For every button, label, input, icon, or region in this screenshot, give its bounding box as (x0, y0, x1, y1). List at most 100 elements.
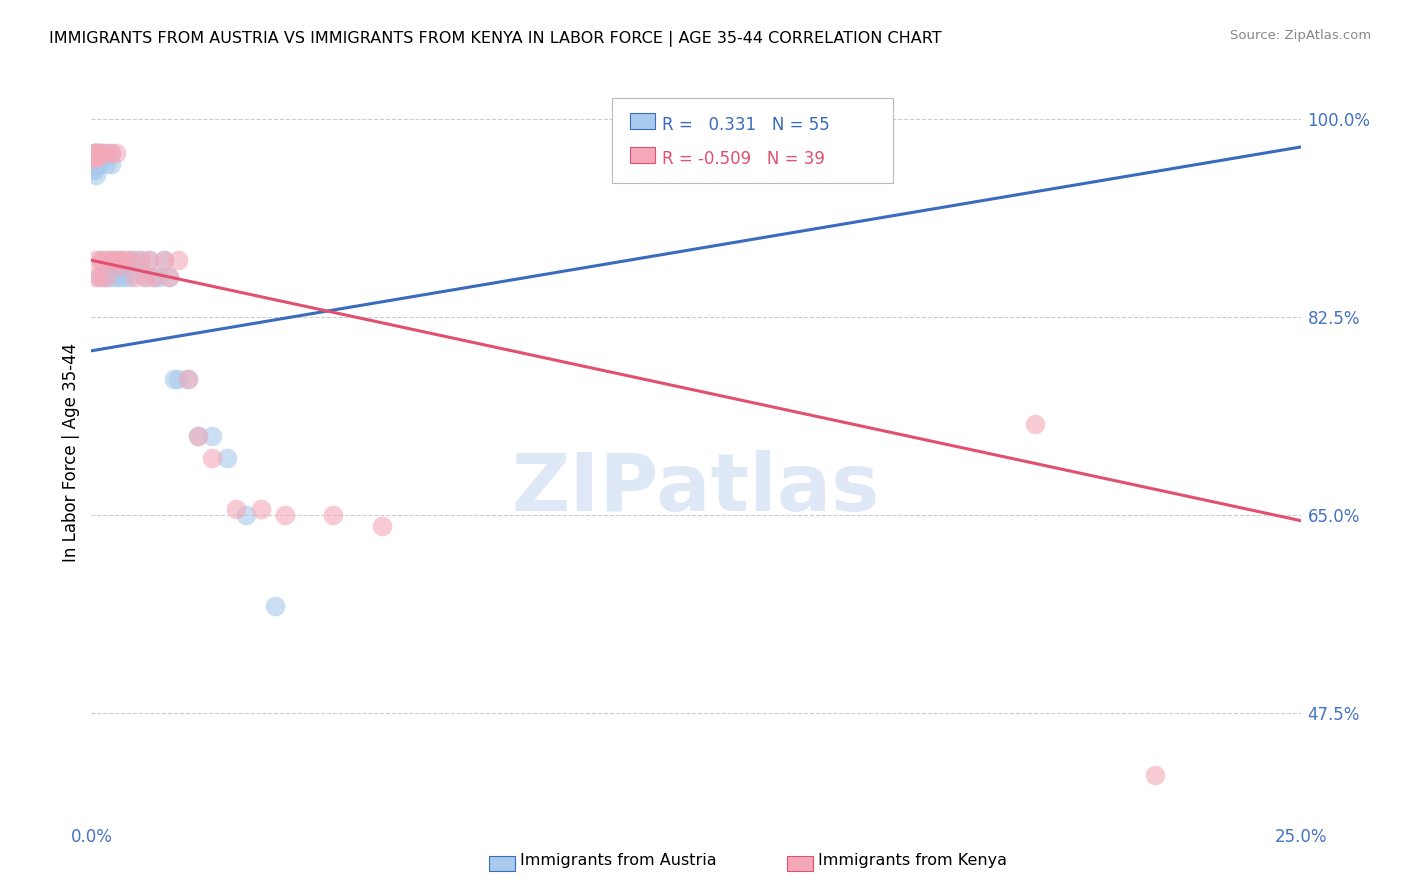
Point (94, 253, 117, 268)
Point (94, 145, 117, 160)
Point (84, 145, 107, 160)
Text: Source: ZipAtlas.com: Source: ZipAtlas.com (1230, 29, 1371, 42)
Point (94, 270, 117, 285)
Point (84, 169, 107, 183)
Point (84, 145, 107, 160)
Point (83, 157, 105, 171)
Point (153, 253, 176, 268)
Point (83, 162, 105, 177)
Point (110, 253, 132, 268)
Point (110, 253, 132, 268)
Point (120, 253, 142, 268)
Point (1144, 768, 1167, 782)
Point (84, 157, 107, 171)
Point (84, 145, 107, 160)
Point (110, 259, 132, 273)
Point (134, 270, 156, 285)
Point (84, 152, 107, 166)
Point (264, 599, 287, 613)
Point (128, 253, 150, 268)
Point (84, 145, 107, 160)
Point (167, 253, 190, 268)
Point (143, 270, 166, 285)
Point (134, 270, 156, 285)
Point (83, 145, 105, 160)
Point (162, 372, 184, 386)
Point (100, 145, 122, 160)
Point (110, 259, 132, 273)
Point (90, 253, 112, 268)
Point (104, 253, 127, 268)
Point (157, 270, 180, 285)
Point (94, 270, 117, 285)
Point (90, 145, 112, 160)
Point (90, 270, 112, 285)
Point (201, 428, 224, 442)
Point (84, 145, 107, 160)
Point (128, 253, 150, 268)
Point (120, 253, 142, 268)
Text: Immigrants from Kenya: Immigrants from Kenya (818, 854, 1007, 868)
Point (87, 157, 110, 171)
Point (83, 145, 105, 160)
Text: IMMIGRANTS FROM AUSTRIA VS IMMIGRANTS FROM KENYA IN LABOR FORCE | AGE 35-44 CORR: IMMIGRANTS FROM AUSTRIA VS IMMIGRANTS FR… (49, 31, 942, 47)
Point (249, 502, 271, 516)
Point (94, 157, 117, 171)
Point (201, 451, 224, 466)
Point (215, 451, 238, 466)
Point (177, 372, 200, 386)
Point (83, 162, 105, 177)
Text: R =   0.331   N = 55: R = 0.331 N = 55 (662, 116, 830, 134)
Point (94, 152, 117, 166)
Point (114, 270, 136, 285)
Point (87, 270, 110, 285)
Point (100, 145, 122, 160)
Point (322, 508, 344, 522)
Point (124, 253, 146, 268)
Point (114, 259, 136, 273)
Point (143, 270, 166, 285)
Point (177, 372, 200, 386)
Point (100, 253, 122, 268)
Point (104, 259, 127, 273)
Point (110, 270, 132, 285)
Point (90, 145, 112, 160)
Point (153, 253, 176, 268)
Point (782, 145, 804, 160)
Point (84, 152, 107, 166)
Point (148, 270, 170, 285)
Point (157, 270, 180, 285)
Text: R = -0.509   N = 39: R = -0.509 N = 39 (662, 150, 825, 168)
Point (370, 519, 392, 533)
Point (100, 270, 122, 285)
Point (94, 145, 117, 160)
Point (100, 157, 122, 171)
Text: ZIPatlas: ZIPatlas (512, 450, 880, 528)
Point (167, 372, 190, 386)
Point (104, 270, 127, 285)
Text: Immigrants from Austria: Immigrants from Austria (520, 854, 717, 868)
Point (138, 253, 160, 268)
Point (225, 502, 247, 516)
Point (90, 253, 112, 268)
Point (128, 259, 150, 273)
Point (87, 145, 110, 160)
Point (83, 152, 105, 166)
Point (138, 253, 160, 268)
Point (1024, 417, 1046, 432)
Point (274, 508, 297, 522)
Point (124, 270, 146, 285)
Point (120, 270, 142, 285)
Point (100, 253, 122, 268)
Point (87, 145, 110, 160)
Point (84, 253, 107, 268)
Point (104, 145, 127, 160)
Point (84, 270, 107, 285)
Point (104, 253, 127, 268)
Point (90, 152, 112, 166)
Point (90, 145, 112, 160)
Point (187, 428, 209, 442)
Point (114, 253, 136, 268)
Point (235, 508, 257, 522)
Y-axis label: In Labor Force | Age 35-44: In Labor Force | Age 35-44 (62, 343, 80, 562)
